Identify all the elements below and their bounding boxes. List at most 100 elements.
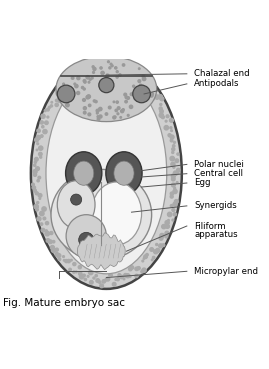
Text: Filiform: Filiform [194,221,226,231]
Circle shape [96,60,99,63]
Circle shape [34,204,38,209]
Circle shape [172,208,175,211]
Circle shape [120,275,123,279]
Circle shape [165,120,167,122]
Circle shape [173,213,176,216]
Circle shape [40,223,43,225]
Circle shape [99,115,102,118]
Circle shape [122,64,125,66]
Circle shape [114,116,116,118]
Circle shape [96,109,99,112]
Circle shape [33,173,37,176]
Circle shape [159,244,163,248]
Circle shape [165,221,169,225]
Circle shape [95,100,97,103]
Ellipse shape [51,169,152,260]
Circle shape [37,217,41,221]
Text: Central cell: Central cell [194,169,243,178]
Circle shape [106,74,109,77]
Circle shape [110,63,112,65]
Circle shape [79,71,82,75]
Circle shape [100,67,102,69]
Circle shape [124,93,127,96]
Text: Chalazal end: Chalazal end [194,69,250,78]
Circle shape [143,258,145,259]
Circle shape [36,208,38,211]
Circle shape [173,166,175,168]
Circle shape [50,105,52,107]
Circle shape [108,106,111,109]
Circle shape [129,267,132,271]
Circle shape [174,141,175,143]
Circle shape [162,224,166,229]
Circle shape [170,127,172,129]
Circle shape [142,86,146,90]
Circle shape [60,85,64,89]
Circle shape [171,177,175,181]
Circle shape [47,116,49,118]
Circle shape [65,78,67,80]
Circle shape [133,85,150,103]
Circle shape [122,108,124,111]
Circle shape [174,171,178,175]
Circle shape [165,224,169,228]
Circle shape [100,284,104,288]
Circle shape [155,95,159,99]
Circle shape [150,248,154,251]
Circle shape [61,91,65,95]
Circle shape [78,266,81,269]
Circle shape [127,65,130,68]
Circle shape [139,84,142,87]
Circle shape [99,77,114,93]
Circle shape [55,99,58,101]
Circle shape [172,219,174,221]
Circle shape [87,73,90,76]
Circle shape [89,104,91,107]
Circle shape [161,115,164,119]
Text: Egg: Egg [194,179,211,187]
Circle shape [127,97,129,99]
Circle shape [116,101,118,103]
Circle shape [126,274,130,278]
Circle shape [151,259,153,261]
Circle shape [88,82,90,83]
Circle shape [152,98,154,100]
Circle shape [173,202,177,206]
Circle shape [115,279,117,280]
Circle shape [121,64,124,67]
Ellipse shape [57,181,95,228]
Circle shape [36,167,40,170]
Circle shape [97,116,99,118]
Text: Polar nuclei: Polar nuclei [194,160,244,169]
Circle shape [50,245,54,249]
Circle shape [130,73,132,76]
Circle shape [160,103,162,106]
Circle shape [170,204,173,207]
Circle shape [40,156,42,158]
Circle shape [56,92,59,95]
Circle shape [156,248,160,252]
Circle shape [129,105,133,108]
Circle shape [116,278,119,281]
Circle shape [172,183,175,187]
Circle shape [63,93,67,96]
Circle shape [98,281,101,283]
Circle shape [102,59,106,63]
Circle shape [141,270,144,273]
Circle shape [57,254,61,258]
Circle shape [63,256,64,258]
Circle shape [44,110,46,112]
Circle shape [125,96,128,99]
Circle shape [74,83,76,85]
Circle shape [73,271,75,273]
Circle shape [171,130,172,131]
Ellipse shape [66,215,106,258]
Ellipse shape [56,56,157,122]
Circle shape [154,249,158,254]
Circle shape [37,143,39,145]
Circle shape [40,121,43,124]
Circle shape [67,259,70,263]
Circle shape [93,68,96,70]
Ellipse shape [66,152,102,194]
Circle shape [111,275,112,276]
